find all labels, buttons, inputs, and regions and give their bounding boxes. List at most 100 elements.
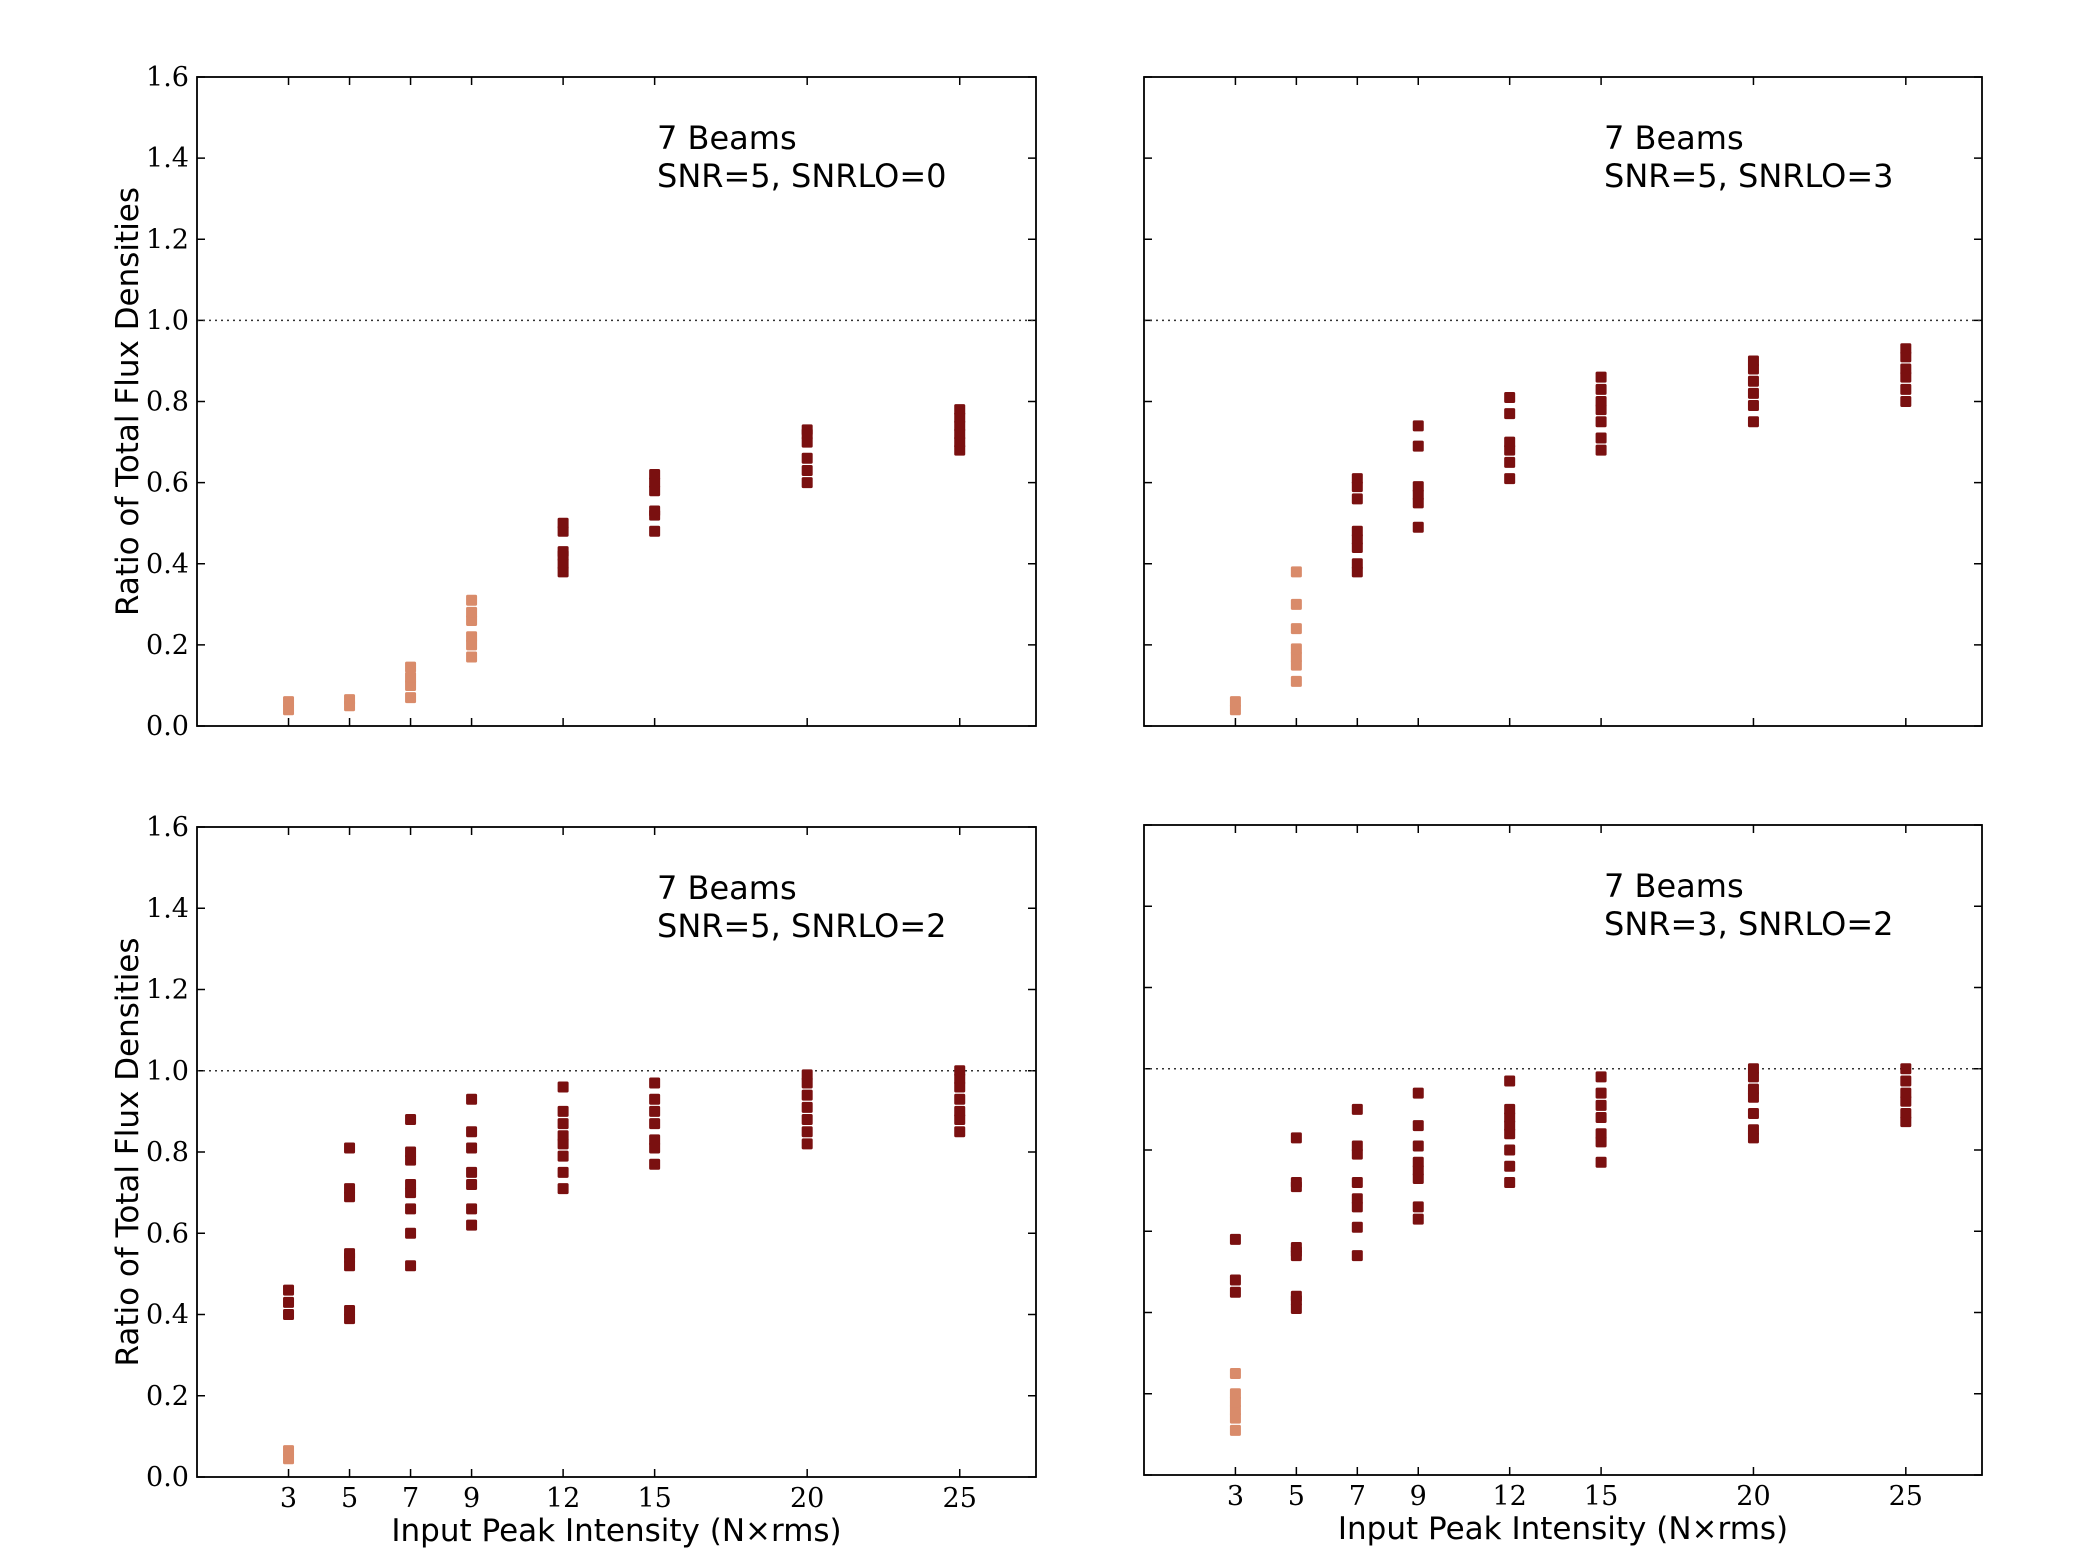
y-tick-label: 1.2 [146, 975, 189, 1006]
data-point-detected [801, 1114, 813, 1125]
data-point-detected [1595, 416, 1607, 428]
data-point-detected [801, 464, 813, 476]
data-point-faint [283, 696, 295, 708]
data-point-detected [1412, 1140, 1424, 1152]
data-point-detected [557, 1166, 569, 1178]
x-tick-label: 3 [280, 1483, 297, 1514]
y-tick-label: 1.4 [146, 143, 189, 174]
data-point-detected [954, 1126, 966, 1138]
data-point-faint [1229, 696, 1241, 708]
y-tick-label: 0.4 [146, 549, 189, 580]
y-tick-label: 1.0 [146, 1056, 189, 1087]
x-tick-label: 25 [943, 1483, 977, 1514]
data-point-detected [557, 1150, 569, 1162]
data-point-detected [1595, 1099, 1607, 1111]
data-point-detected [1290, 1177, 1302, 1188]
data-point-detected [1747, 375, 1759, 387]
data-point-detected [649, 1105, 661, 1117]
data-point-detected [557, 1105, 569, 1117]
data-point-faint [1290, 623, 1302, 635]
annotation-title: 7 Beams [1604, 867, 1744, 905]
data-point-detected [954, 404, 966, 416]
data-point-detected [1747, 1063, 1759, 1075]
data-point-detected [1504, 456, 1516, 468]
plot-frame [1143, 76, 1983, 727]
data-point-detected [801, 477, 813, 489]
data-point-detected [801, 424, 813, 436]
y-tick-label: 1.6 [146, 812, 189, 843]
y-axis-label: Ratio of Total Flux Densities [110, 187, 146, 616]
data-point-detected [649, 1077, 661, 1089]
data-point-detected [1595, 383, 1607, 395]
data-point-detected [405, 1260, 417, 1272]
data-point-detected [557, 1130, 569, 1142]
data-point-detected [1595, 1128, 1607, 1140]
data-point-detected [1900, 1107, 1912, 1119]
x-tick-label: 15 [1584, 1481, 1618, 1512]
data-point-detected [466, 1166, 478, 1178]
data-point-detected [344, 1304, 356, 1316]
data-point-detected [1747, 1083, 1759, 1095]
data-point-detected [1504, 1075, 1516, 1087]
data-point-detected [466, 1179, 478, 1190]
data-point-detected [466, 1203, 478, 1215]
data-point-detected [801, 1101, 813, 1113]
data-point-detected [466, 1126, 478, 1138]
annotation-params: SNR=5, SNRLO=2 [657, 907, 947, 945]
annotation-params: SNR=3, SNRLO=2 [1604, 905, 1894, 943]
data-point-detected [1595, 1112, 1607, 1123]
data-point-detected [954, 1093, 966, 1105]
data-point-detected [405, 1179, 417, 1190]
y-tick-label: 1.6 [146, 62, 189, 93]
data-point-detected [405, 1227, 417, 1239]
data-point-detected [1595, 1156, 1607, 1168]
data-point-detected [1290, 1242, 1302, 1253]
data-point-detected [283, 1296, 295, 1308]
data-point-detected [557, 1183, 569, 1195]
data-point-detected [1351, 1140, 1363, 1152]
data-point-detected [1351, 1177, 1363, 1188]
annotation-params: SNR=5, SNRLO=3 [1604, 157, 1894, 195]
data-point-detected [1351, 525, 1363, 537]
data-point-detected [1747, 387, 1759, 399]
data-point-detected [649, 1134, 661, 1146]
x-tick-label: 12 [546, 1483, 580, 1514]
data-point-detected [1504, 1160, 1516, 1172]
data-point-detected [466, 1093, 478, 1105]
data-point-faint [1229, 1367, 1241, 1379]
y-tick-label: 0.0 [146, 711, 189, 742]
data-point-faint [1229, 1388, 1241, 1400]
data-point-detected [649, 469, 661, 481]
data-point-faint [1290, 598, 1302, 610]
y-tick-label: 0.2 [146, 1381, 189, 1412]
data-point-detected [1747, 400, 1759, 412]
data-point-detected [1595, 432, 1607, 444]
data-point-faint [1290, 675, 1302, 687]
data-point-detected [1351, 473, 1363, 485]
data-point-faint [1229, 1424, 1241, 1436]
data-point-detected [1351, 558, 1363, 570]
data-point-detected [954, 1065, 966, 1077]
annotation-title: 7 Beams [657, 119, 797, 157]
y-tick-label: 1.2 [146, 224, 189, 255]
data-point-detected [1351, 493, 1363, 505]
data-point-faint [405, 661, 417, 673]
data-point-detected [557, 1081, 569, 1093]
data-point-detected [1747, 355, 1759, 367]
data-point-detected [1412, 1087, 1424, 1099]
y-tick-label: 0.4 [146, 1300, 189, 1331]
data-point-detected [405, 1203, 417, 1215]
x-tick-label: 9 [463, 1483, 480, 1514]
data-point-detected [649, 1158, 661, 1170]
data-point-faint [405, 692, 417, 704]
data-point-detected [954, 1105, 966, 1117]
data-point-detected [801, 1138, 813, 1150]
data-point-detected [649, 1093, 661, 1105]
x-tick-label: 7 [1349, 1481, 1366, 1512]
data-point-detected [1351, 1221, 1363, 1233]
x-tick-label: 7 [402, 1483, 419, 1514]
data-point-detected [1900, 343, 1912, 355]
